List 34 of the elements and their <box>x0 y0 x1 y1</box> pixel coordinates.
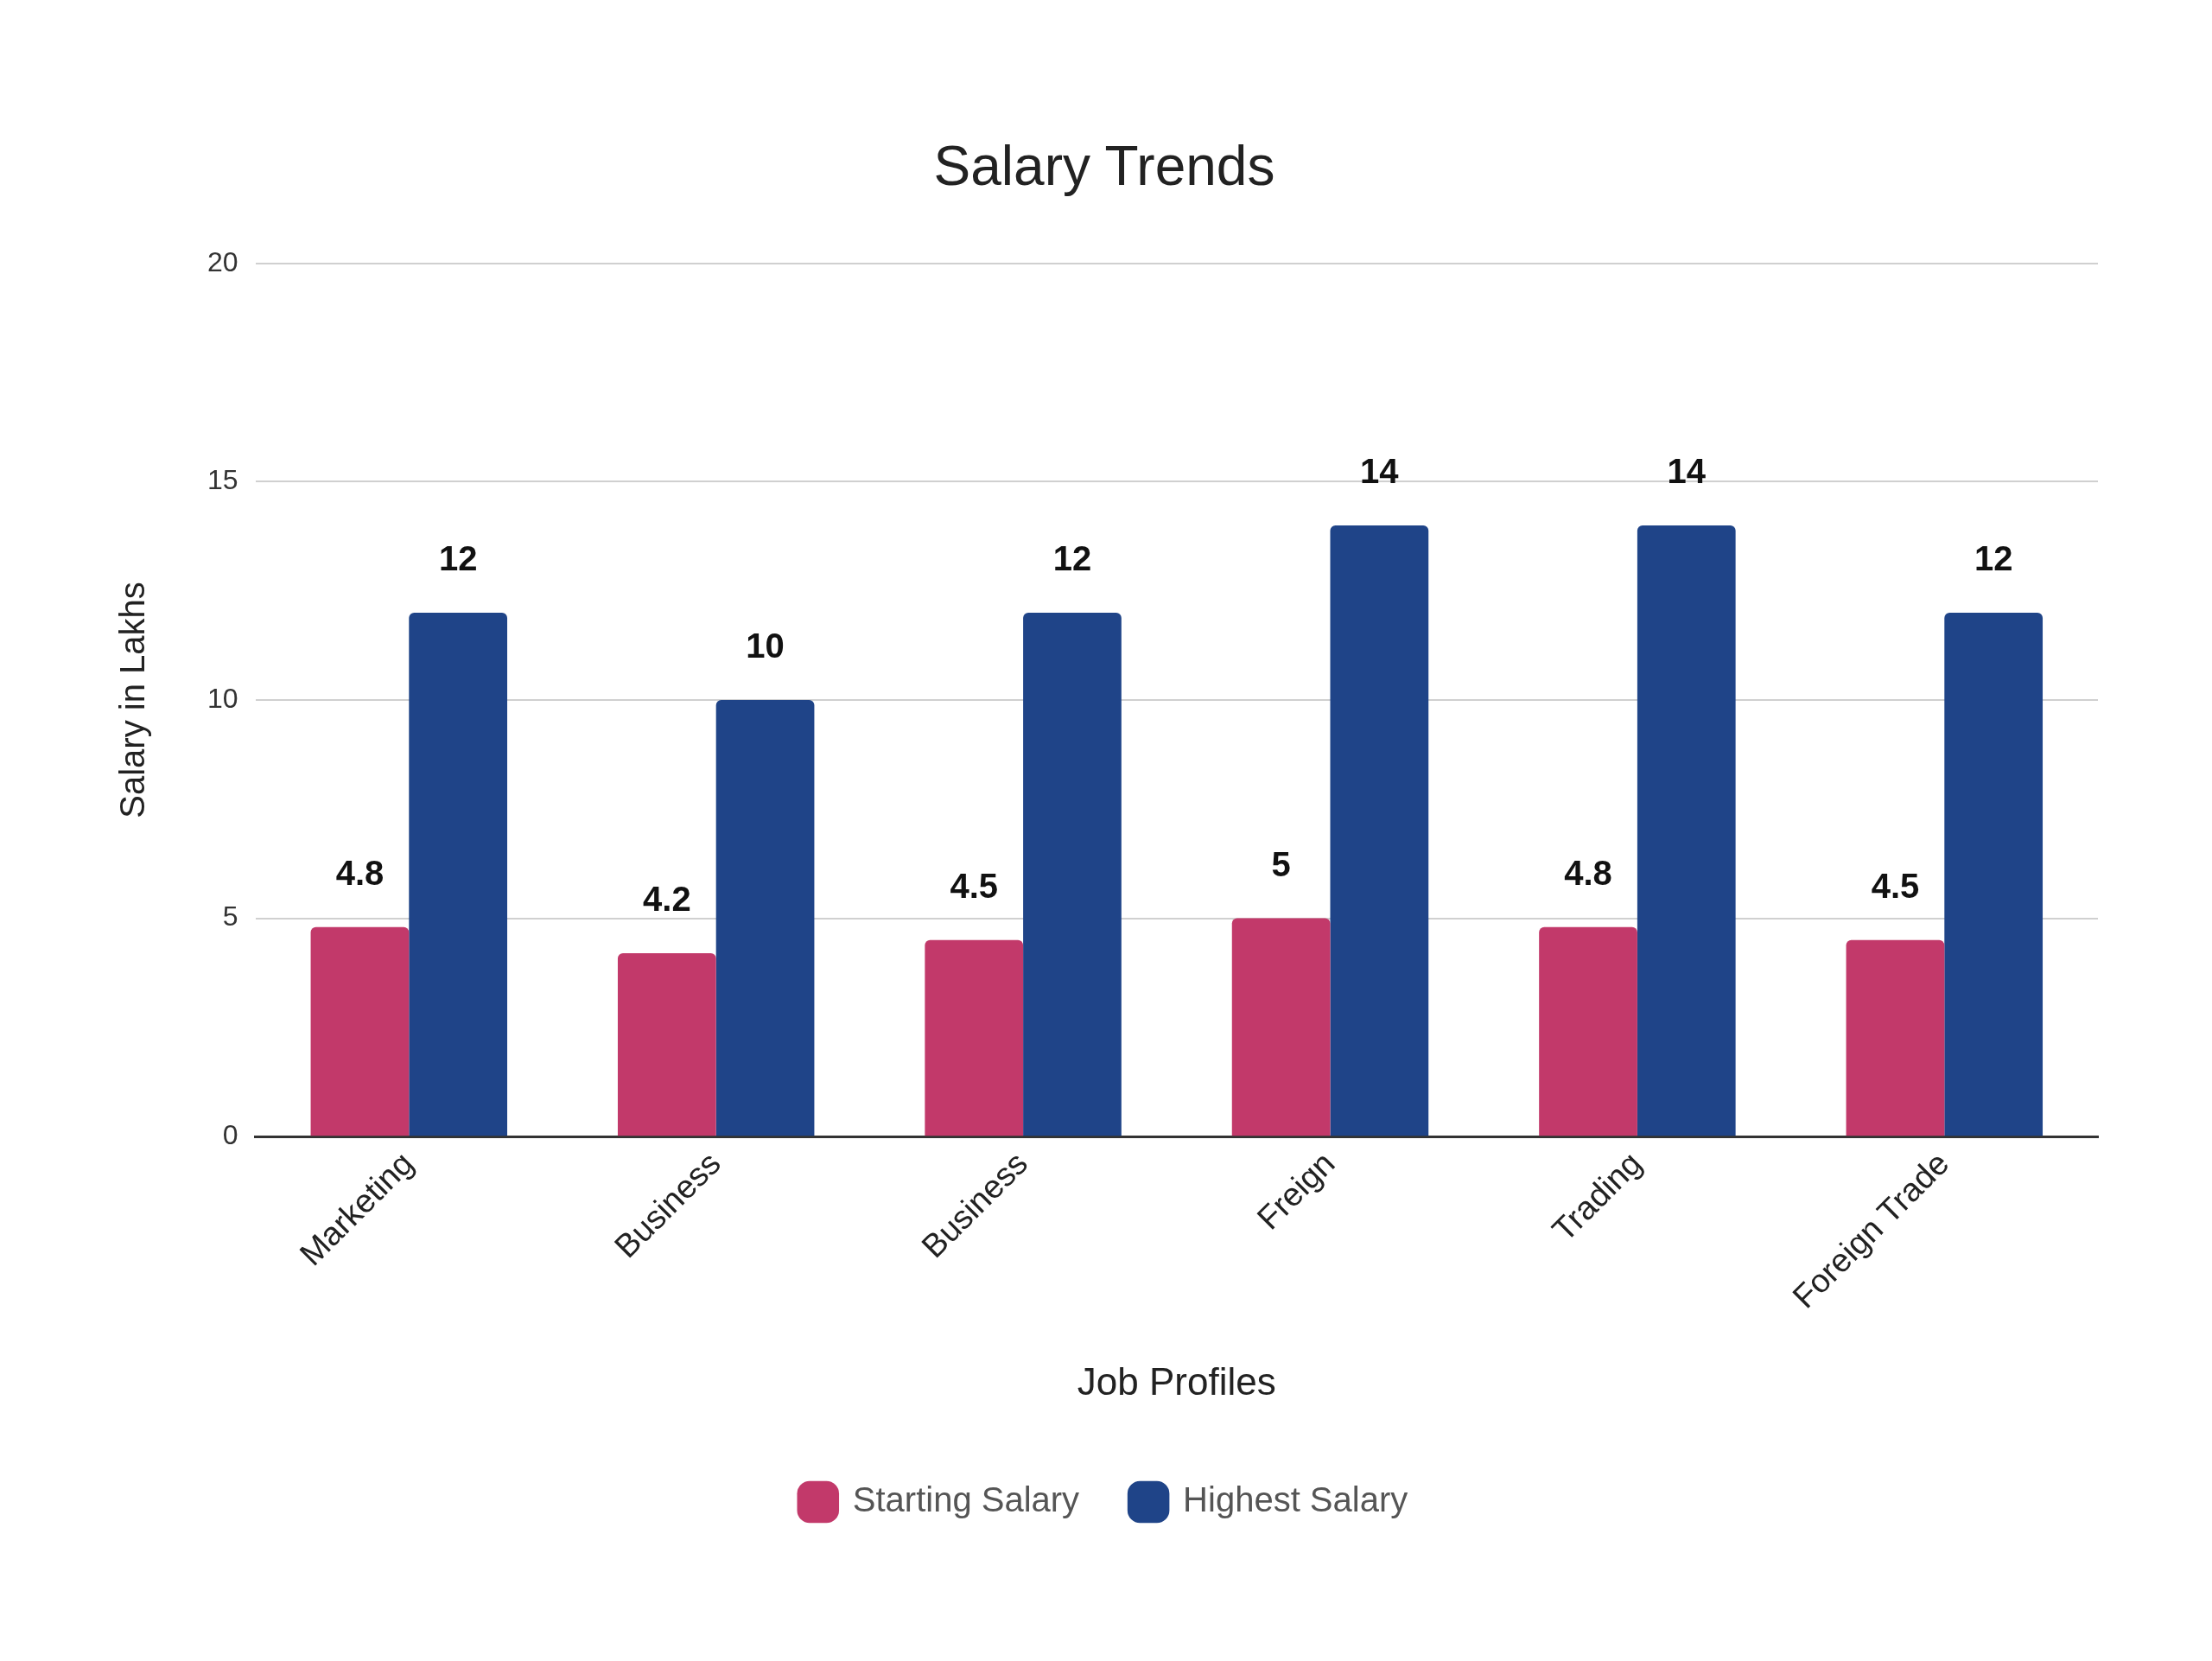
y-tick-label: 20 <box>207 245 238 277</box>
data-label: 4.2 <box>643 880 691 919</box>
data-label: 4.5 <box>1871 866 1920 905</box>
data-label: 12 <box>438 538 478 577</box>
data-label: 4.8 <box>335 853 385 892</box>
bar <box>1637 525 1736 1136</box>
data-label: 14 <box>1360 451 1400 490</box>
y-tick-label: 5 <box>222 901 238 932</box>
data-label: 12 <box>1974 538 2013 577</box>
bar <box>409 612 508 1136</box>
data-label: 12 <box>1052 538 1092 577</box>
bar <box>1330 525 1429 1136</box>
y-tick-label: 15 <box>207 464 238 496</box>
data-label: 14 <box>1667 451 1707 490</box>
bar <box>1231 918 1331 1136</box>
bar <box>925 939 1024 1136</box>
x-axis-title: Job Profiles <box>1077 1359 1276 1403</box>
data-label: 5 <box>1271 844 1291 883</box>
legend-label: Highest Salary <box>1183 1480 1408 1519</box>
y-tick-label: 10 <box>207 682 238 714</box>
chart-title: Salary Trends <box>933 135 1275 198</box>
bar <box>310 926 410 1136</box>
data-label: 4.5 <box>950 866 999 905</box>
y-axis-title: Salary in Lakhs <box>113 582 152 818</box>
bar <box>715 699 815 1136</box>
bar <box>1023 612 1122 1136</box>
data-label: 4.8 <box>1564 853 1612 892</box>
legend-label: Starting Salary <box>852 1480 1080 1519</box>
data-label: 10 <box>746 627 785 665</box>
bar <box>1846 939 1945 1136</box>
bar <box>617 953 716 1136</box>
y-tick-label: 0 <box>222 1119 238 1151</box>
bar <box>1944 612 2044 1136</box>
bar <box>1539 926 1637 1136</box>
